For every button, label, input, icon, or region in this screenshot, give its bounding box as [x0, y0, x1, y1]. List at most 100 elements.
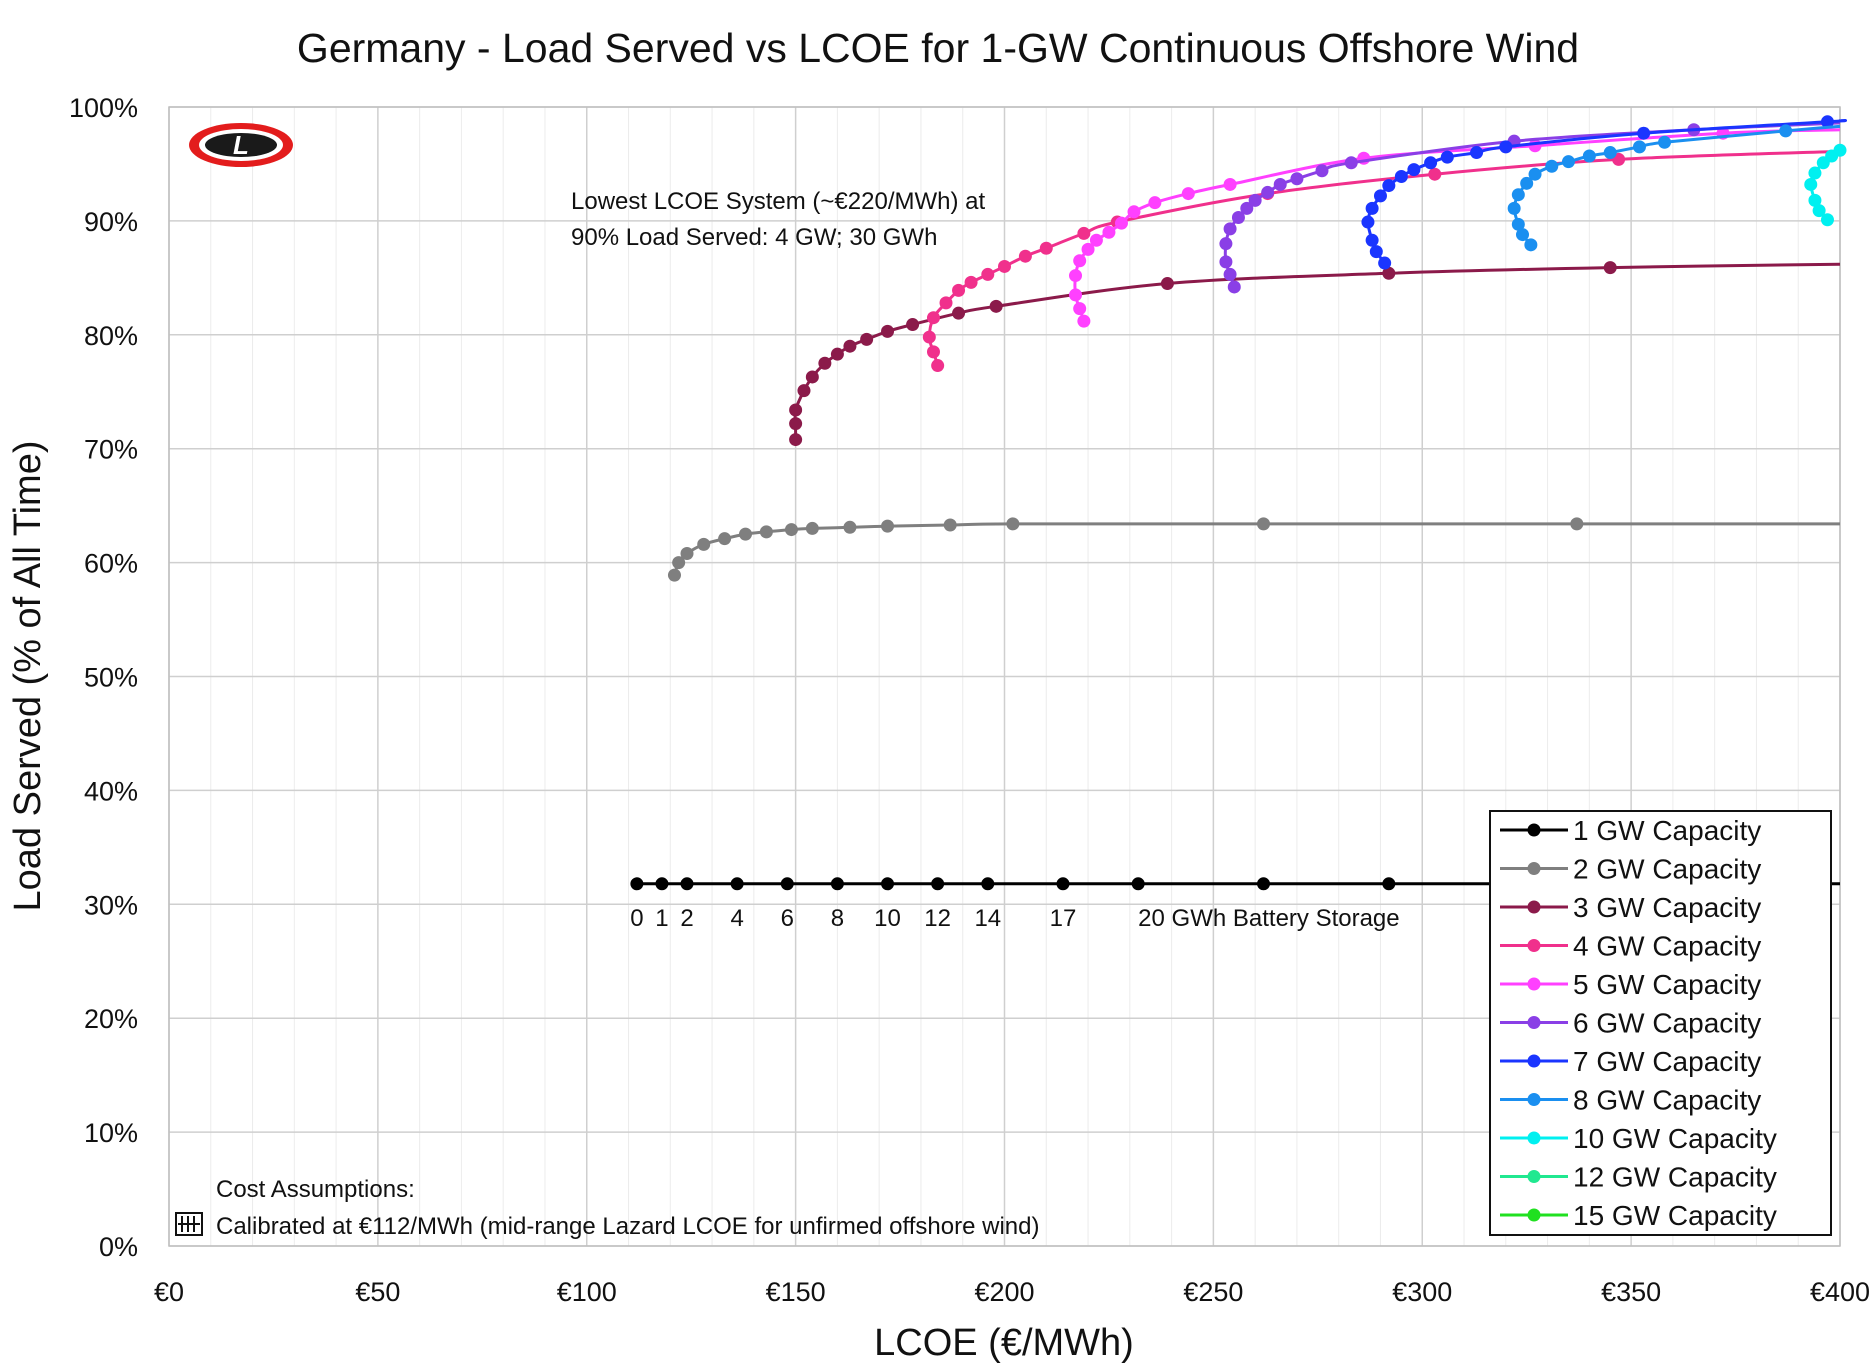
data-point — [939, 296, 953, 310]
y-tick-label: 20% — [84, 1004, 138, 1034]
data-point — [1511, 217, 1525, 231]
data-point — [952, 283, 966, 297]
legend-label: 7 GW Capacity — [1573, 1046, 1761, 1077]
data-point — [1290, 172, 1304, 186]
legend-label: 2 GW Capacity — [1573, 854, 1761, 885]
y-tick-label: 80% — [84, 321, 138, 351]
data-point — [730, 877, 744, 891]
data-point — [1470, 146, 1484, 160]
data-point — [1561, 155, 1575, 169]
storage-label: 14 — [974, 905, 1001, 932]
data-point — [1440, 150, 1454, 164]
y-tick-label: 90% — [84, 207, 138, 237]
legend-items: 1 GW Capacity 2 GW Capacity 3 GW Capacity 4… — [1500, 815, 1777, 1231]
data-point — [1632, 140, 1646, 154]
storage-label: 17 — [1050, 905, 1077, 932]
data-point — [1131, 877, 1145, 891]
data-point — [1148, 196, 1162, 210]
legend-item: 6 GW Capacity — [1500, 1008, 1761, 1039]
data-point — [1231, 210, 1245, 224]
data-point — [1069, 269, 1083, 283]
data-point — [1407, 163, 1421, 177]
data-point — [931, 359, 945, 373]
legend-swatch-marker — [1527, 900, 1541, 914]
plot-area-border — [168, 106, 1841, 1247]
chart-title: Germany - Load Served vs LCOE for 1-GW C… — [297, 25, 1579, 71]
data-point — [922, 330, 936, 344]
legend-label: 6 GW Capacity — [1573, 1008, 1761, 1039]
lowest-lcoe-note-line1: Lowest LCOE System (~€220/MWh) at — [571, 188, 985, 215]
series-10-gw-capacity — [1804, 143, 1847, 227]
data-point — [1808, 193, 1822, 207]
data-point — [830, 877, 844, 891]
data-point — [843, 339, 857, 353]
legend-swatch-marker — [1527, 823, 1541, 837]
legend-label: 5 GW Capacity — [1573, 969, 1761, 1000]
data-point — [655, 877, 669, 891]
data-point — [1820, 115, 1834, 129]
data-point — [1582, 149, 1596, 163]
data-point — [1223, 222, 1237, 236]
legend-swatch-marker — [1527, 939, 1541, 952]
data-point — [906, 318, 920, 332]
data-point — [1637, 126, 1651, 140]
data-point — [1382, 877, 1396, 891]
data-point — [1365, 233, 1379, 247]
data-point — [1603, 261, 1617, 275]
x-tick-label: €50 — [355, 1277, 400, 1307]
storage-label: 6 — [781, 905, 794, 932]
data-point — [1394, 169, 1408, 183]
legend-item: 2 GW Capacity — [1500, 854, 1761, 885]
data-point — [1114, 216, 1128, 230]
data-point — [718, 532, 732, 546]
data-point — [943, 518, 957, 532]
legend: 1 GW Capacity 2 GW Capacity 3 GW Capacity 4… — [1489, 810, 1832, 1236]
data-point — [630, 877, 644, 891]
data-point — [1820, 213, 1834, 227]
x-tick-label: €350 — [1601, 1277, 1661, 1307]
data-point — [1382, 179, 1396, 193]
data-point — [1089, 233, 1103, 247]
data-point — [1077, 314, 1091, 328]
data-point — [1223, 177, 1237, 191]
data-point — [797, 384, 811, 398]
legend-label: 4 GW Capacity — [1573, 931, 1761, 962]
y-tick-label: 30% — [84, 890, 138, 920]
data-point — [1545, 159, 1559, 173]
storage-labels: 0 1 2 4 6 8 10 12 14 17 20 GWh Battery Storage — [630, 905, 1399, 932]
legend-swatch-marker — [1527, 1131, 1541, 1145]
data-point — [805, 370, 819, 384]
data-point — [1516, 228, 1530, 242]
storage-label: 20 GWh Battery Storage — [1138, 905, 1399, 932]
data-point — [1081, 242, 1095, 256]
y-tick-label: 10% — [84, 1118, 138, 1148]
data-point — [830, 347, 844, 361]
x-axis-title: LCOE (€/MWh) — [874, 1322, 1134, 1364]
legend-swatch-marker — [1527, 862, 1541, 875]
storage-label: 0 — [630, 905, 643, 932]
data-point — [952, 306, 966, 320]
data-point — [964, 275, 978, 289]
legend-item: 3 GW Capacity — [1500, 892, 1761, 923]
series-5-gw-capacity — [1069, 126, 1841, 328]
data-point — [1658, 135, 1672, 149]
x-tick-label: €300 — [1392, 1277, 1452, 1307]
data-point — [1808, 166, 1822, 180]
data-point — [1344, 156, 1358, 170]
cost-assumptions-detail: Calibrated at €112/MWh (mid-range Lazard… — [216, 1213, 1040, 1240]
series-7-gw-capacity — [1361, 115, 1847, 270]
y-tick-label: 60% — [84, 549, 138, 579]
legend-item: 5 GW Capacity — [1500, 969, 1761, 1000]
data-point — [1039, 241, 1053, 255]
data-point — [926, 345, 940, 359]
data-point — [1315, 164, 1329, 178]
data-point — [860, 332, 874, 346]
data-point — [1227, 280, 1241, 294]
legend-item: 4 GW Capacity — [1500, 931, 1761, 962]
data-point — [1127, 205, 1141, 219]
legend-label: 10 GW Capacity — [1573, 1123, 1777, 1154]
data-point — [989, 299, 1003, 313]
data-point — [818, 356, 832, 370]
data-point — [805, 521, 819, 535]
data-point — [926, 311, 940, 325]
